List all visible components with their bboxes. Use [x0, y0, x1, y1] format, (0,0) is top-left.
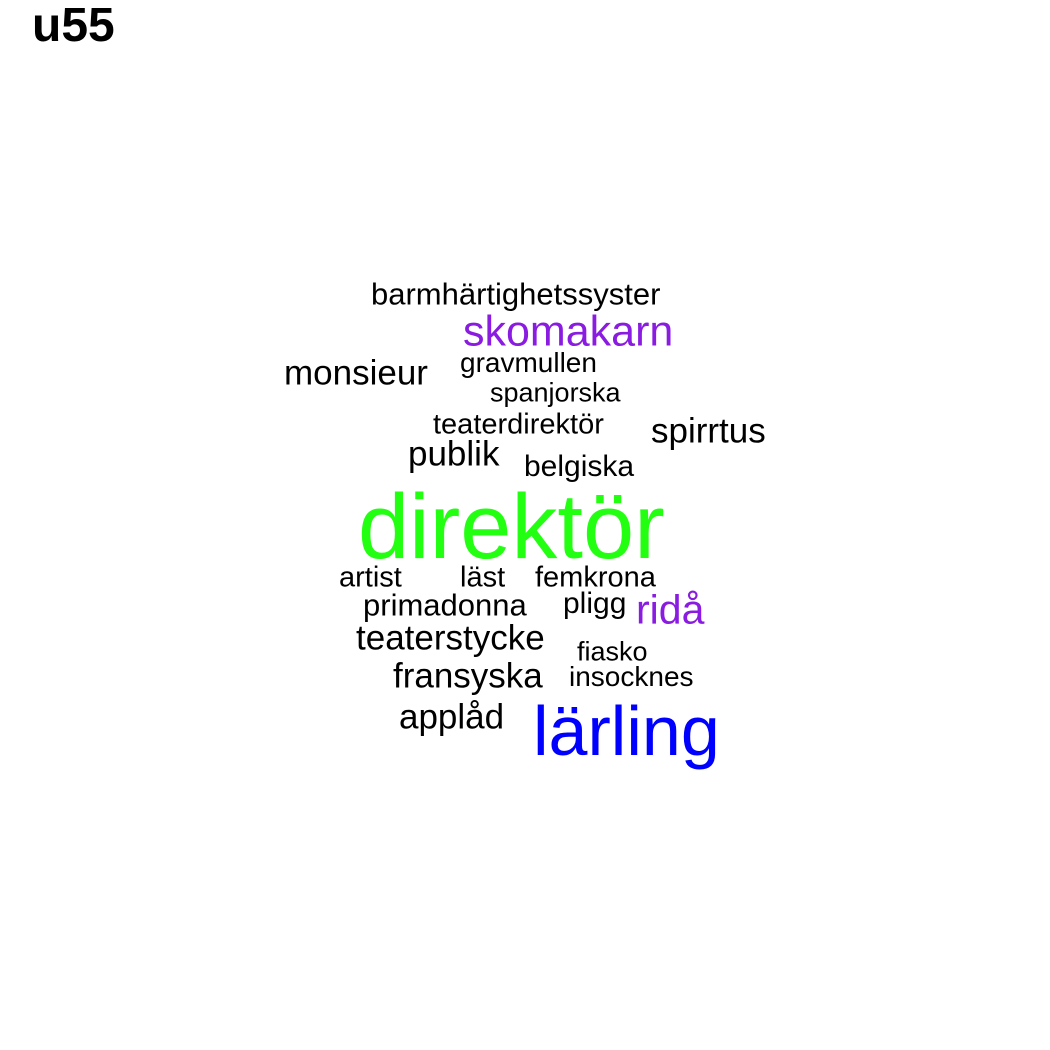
- word-primadonna: primadonna: [363, 587, 527, 623]
- word-artist: artist: [339, 561, 402, 594]
- word-fiasko: fiasko: [577, 636, 648, 667]
- page-title: u55: [32, 0, 115, 52]
- word-skomakarn: skomakarn: [463, 307, 674, 356]
- word-insocknes: insocknes: [569, 661, 694, 692]
- word-publik: publik: [408, 434, 500, 474]
- word-applad: applåd: [399, 697, 505, 737]
- word-pligg: pligg: [563, 587, 627, 620]
- word-fransyska: fransyska: [393, 656, 543, 696]
- word-belgiska: belgiska: [524, 450, 635, 483]
- word-gravmullen: gravmullen: [460, 347, 597, 378]
- word-monsieur: monsieur: [284, 353, 428, 393]
- word-femkrona: femkrona: [535, 561, 656, 594]
- word-spirrtus: spirrtus: [651, 411, 766, 451]
- word-larling: lärling: [533, 692, 720, 770]
- word-spanjorska: spanjorska: [490, 377, 621, 408]
- word-direktor: direktör: [358, 476, 665, 578]
- word-barmhartighetssyster: barmhärtighetssyster: [371, 276, 661, 312]
- word-teaterdirektor: teaterdirektör: [433, 408, 604, 441]
- word-teaterstycke: teaterstycke: [356, 618, 545, 658]
- word-last: läst: [460, 561, 506, 594]
- word-rida: ridå: [636, 586, 705, 633]
